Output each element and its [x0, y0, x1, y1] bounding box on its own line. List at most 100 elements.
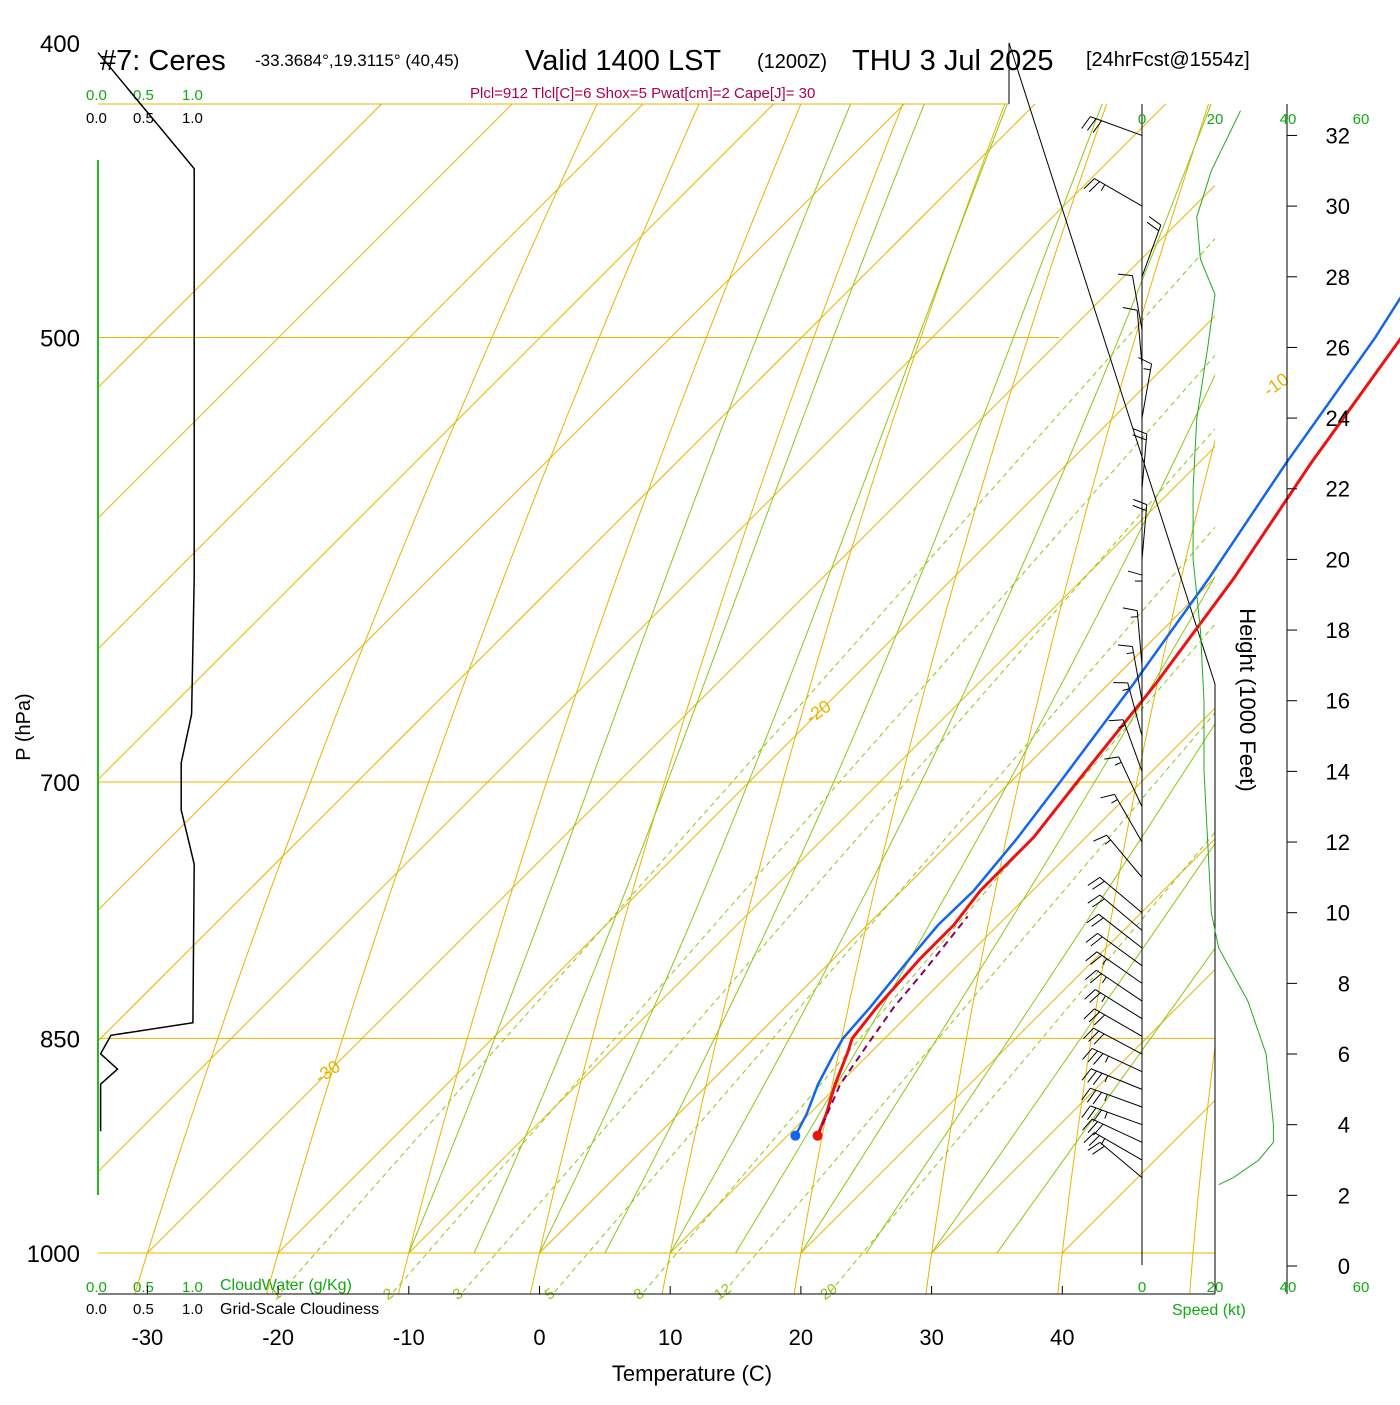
moist-adiabat [474, 0, 1225, 1253]
height-tick-label: 0 [1338, 1254, 1350, 1279]
wind-barb-feather [1133, 435, 1147, 440]
isotherm-line [0, 0, 1400, 1253]
wind-speed-profile [1193, 111, 1273, 1185]
wind-barb-staff [1142, 505, 1147, 560]
wind-barb-feather [1149, 217, 1161, 226]
wind-barb [1138, 358, 1151, 419]
wind-barb-staff [1137, 611, 1142, 666]
utc-time: (1200Z) [757, 51, 827, 73]
dry-adiabat [260, 0, 1055, 1317]
surface-dewpoint-dot [790, 1131, 800, 1141]
wind-barb-staff [1115, 794, 1143, 842]
cloudwater-label: CloudWater (g/Kg) [220, 1277, 352, 1294]
height-tick-label: 28 [1326, 265, 1350, 290]
wind-barb-half-feather [1102, 977, 1106, 983]
wind-barb-feather [1094, 1034, 1104, 1044]
wind-barb-feather [1147, 222, 1159, 231]
speed-tick-label-top: 20 [1207, 111, 1224, 128]
wind-barb-feather [1133, 429, 1147, 434]
wind-barb-feather [1092, 918, 1104, 927]
x-axis-title: Temperature (C) [612, 1361, 772, 1386]
surface-temperature-dot [813, 1131, 823, 1141]
wind-barb-half-feather [1105, 1112, 1107, 1119]
speed-tick-label-bottom: 0 [1138, 1279, 1146, 1296]
wind-barb-half-feather [1111, 800, 1117, 804]
speed-tick-label-top: 40 [1280, 111, 1297, 128]
isotherm-line [278, 0, 1400, 1253]
height-tick-label: 26 [1326, 335, 1350, 360]
x-tick-label: 10 [658, 1325, 682, 1350]
cloudiness-tick-bottom: 0.0 [86, 1301, 107, 1318]
height-tick-label: 20 [1326, 547, 1350, 572]
wind-barb-feather [1133, 499, 1147, 504]
moist-adiabat [409, 0, 1161, 1253]
cloudwater-tick-bottom: 1.0 [182, 1279, 203, 1296]
wind-barb-staff [1096, 970, 1142, 1001]
wind-barb-half-feather [1101, 1139, 1105, 1145]
wind-barb-feather [1089, 1031, 1099, 1041]
wind-barb [1084, 179, 1142, 207]
wind-barb-feather [1082, 117, 1091, 129]
wind-barb-feather [1088, 895, 1100, 903]
height-tick-label: 2 [1338, 1183, 1350, 1208]
isotherm-line [0, 0, 1400, 1253]
wind-barb [1109, 720, 1142, 772]
wind-barb [1093, 835, 1142, 877]
wind-barb [1128, 571, 1142, 630]
wind-barb-feather [1100, 794, 1114, 798]
wind-barb-feather [1128, 571, 1142, 575]
stability-indices: Plcl=912 Tlcl[C]=6 Shox=5 Pwat[cm]=2 Cap… [470, 85, 815, 102]
wind-barb-staff [1100, 877, 1142, 912]
wind-barb-feather [1138, 358, 1151, 364]
site-coords: -33.3684°,19.3115° (40,45) [255, 51, 459, 70]
wind-barb [1142, 217, 1161, 277]
cloudiness-profile [98, 53, 194, 1132]
height-tick-label: 30 [1326, 194, 1350, 219]
wind-barb-feather [1088, 1142, 1100, 1150]
dry-adiabat [128, 0, 969, 1317]
x-tick-label: 30 [919, 1325, 943, 1350]
wind-barb [1084, 1133, 1142, 1161]
wind-barb-staff [1097, 952, 1142, 984]
wind-barb [1082, 1069, 1142, 1090]
wind-barb-feather [1093, 1054, 1103, 1065]
height-axis-title: Height (1000 Feet) [1235, 608, 1260, 791]
wind-barb [1085, 970, 1142, 1001]
height-tick-label: 16 [1326, 689, 1350, 714]
wind-barb-feather [1088, 1071, 1097, 1082]
wind-barb-half-feather [1127, 652, 1134, 653]
wind-barb-feather [1092, 899, 1104, 907]
height-tick-label: 18 [1326, 618, 1350, 643]
pressure-tick-label: 500 [40, 326, 80, 353]
wind-barb [1082, 1088, 1142, 1107]
wind-barb-half-feather [1144, 369, 1151, 370]
x-tick-label: -20 [262, 1325, 294, 1350]
wind-barb-feather [1082, 1106, 1091, 1118]
cloudwater-tick-bottom: 0.0 [86, 1279, 107, 1296]
height-tick-label: 32 [1326, 123, 1350, 148]
x-tick-label: 20 [789, 1325, 813, 1350]
height-tick-label: 22 [1326, 477, 1350, 502]
height-tick-label: 24 [1326, 406, 1350, 431]
valid-time: Valid 1400 LST [525, 45, 721, 77]
wind-barb-feather [1093, 1124, 1103, 1135]
pressure-tick-label: 700 [40, 770, 80, 797]
cloudwater-tick-bottom: 0.5 [133, 1279, 154, 1296]
wind-barb-feather [1093, 1073, 1102, 1084]
wind-barb-feather [1133, 505, 1147, 510]
pressure-tick-label: 400 [40, 31, 80, 58]
moist-adiabat [540, 0, 1298, 1253]
cloud-scale-bottom: 0.0 0.5 1.0 CloudWater (g/Kg) 0.0 0.5 1.… [86, 1277, 379, 1318]
wind-barb-staff [1094, 1133, 1142, 1161]
cloudiness-tick-top: 0.5 [133, 110, 154, 127]
wind-barb-half-feather [1131, 617, 1138, 618]
isotherm-line [17, 0, 1400, 1253]
title-block: #7: Ceres -33.3684°,19.3115° (40,45) Val… [100, 45, 1250, 102]
wind-barb-feather [1109, 720, 1124, 721]
mixing-ratio-line [830, 43, 1400, 1292]
wind-barb-half-feather [1115, 762, 1121, 765]
background-lines: 123581220100-10-20-300102030 [0, 0, 1400, 1317]
wind-barb-feather [1087, 1108, 1096, 1120]
